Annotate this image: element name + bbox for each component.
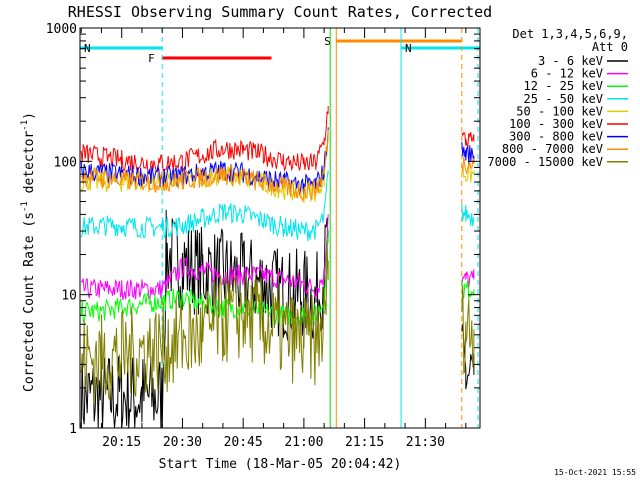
y-axis-ticks: 1 10 100 1000 [46,22,480,437]
series-line [80,214,329,300]
legend-label: 12 - 25 keV [524,79,603,93]
x-tick-label: 20:45 [224,435,263,450]
legend-label: 800 - 7000 keV [502,142,603,156]
x-axis-label: Start Time (18-Mar-05 20:04:42) [159,457,402,472]
series-line [80,209,329,429]
chart-title: RHESSI Observing Summary Count Rates, Co… [68,3,492,21]
legend-label: 3 - 6 keV [538,54,603,68]
y-axis-label-main: Corrected Count Rate (s [22,212,37,392]
flag-bars: N N F S [80,35,480,65]
legend-label: 7000 - 15000 keV [487,155,603,169]
series-line [461,203,475,227]
y-axis-label-sup1: -1 [20,201,30,212]
y-tick-label: 10 [61,289,77,304]
x-tick-label: 21:00 [284,435,323,450]
series-100-300-keV [80,105,475,175]
x-tick-label: 20:15 [102,435,141,450]
flag-label-S: S [324,35,331,48]
series-lines [80,105,475,429]
series-line [461,163,475,183]
flag-label-F: F [148,52,155,65]
series-25-50-keV [80,170,475,242]
legend-label: 25 - 50 keV [524,92,603,106]
legend-label: 6 - 12 keV [531,67,603,81]
legend-header-1: Det 1,3,4,5,6,9, [512,27,628,41]
x-tick-label: 21:15 [345,435,384,450]
y-axis-label-end: ) [22,112,37,120]
series-6-12-keV [80,214,475,300]
vertical-markers [161,28,479,428]
series-line [80,129,329,203]
x-axis-ticks: 20:15 20:30 20:45 21:00 21:15 21:30 [80,28,467,450]
y-axis-label: Corrected Count Rate (s-1 detector-1) [20,112,37,392]
legend-header-2: Att 0 [592,40,628,54]
series-line [461,141,475,165]
series-line [80,105,329,175]
y-axis-label-mid: detector [22,131,37,202]
series-3-6-keV [80,209,475,429]
y-tick-label: 1 [69,422,77,437]
legend-label: 50 - 100 keV [516,104,603,118]
series-800-7000-keV [80,129,475,203]
plot-frame [79,27,481,429]
series-line [461,279,475,299]
series-line [461,285,475,375]
series-line [461,269,475,288]
series-line [461,156,475,175]
flag-label-N: N [84,42,91,55]
flag-label-N: N [405,42,412,55]
y-tick-label: 1000 [46,22,77,37]
legend-label: 100 - 300 keV [509,117,603,131]
series-line [80,170,329,242]
x-tick-label: 21:30 [406,435,445,450]
series-line [80,240,329,404]
timestamp: 15-Oct-2021 15:55 [554,468,636,477]
x-tick-label: 20:30 [163,435,202,450]
legend-label: 300 - 800 keV [509,130,603,144]
y-axis-label-sup2: -1 [20,120,30,131]
y-tick-label: 100 [54,155,77,170]
series-7000-15000-keV [80,240,475,404]
series-line [461,131,475,148]
